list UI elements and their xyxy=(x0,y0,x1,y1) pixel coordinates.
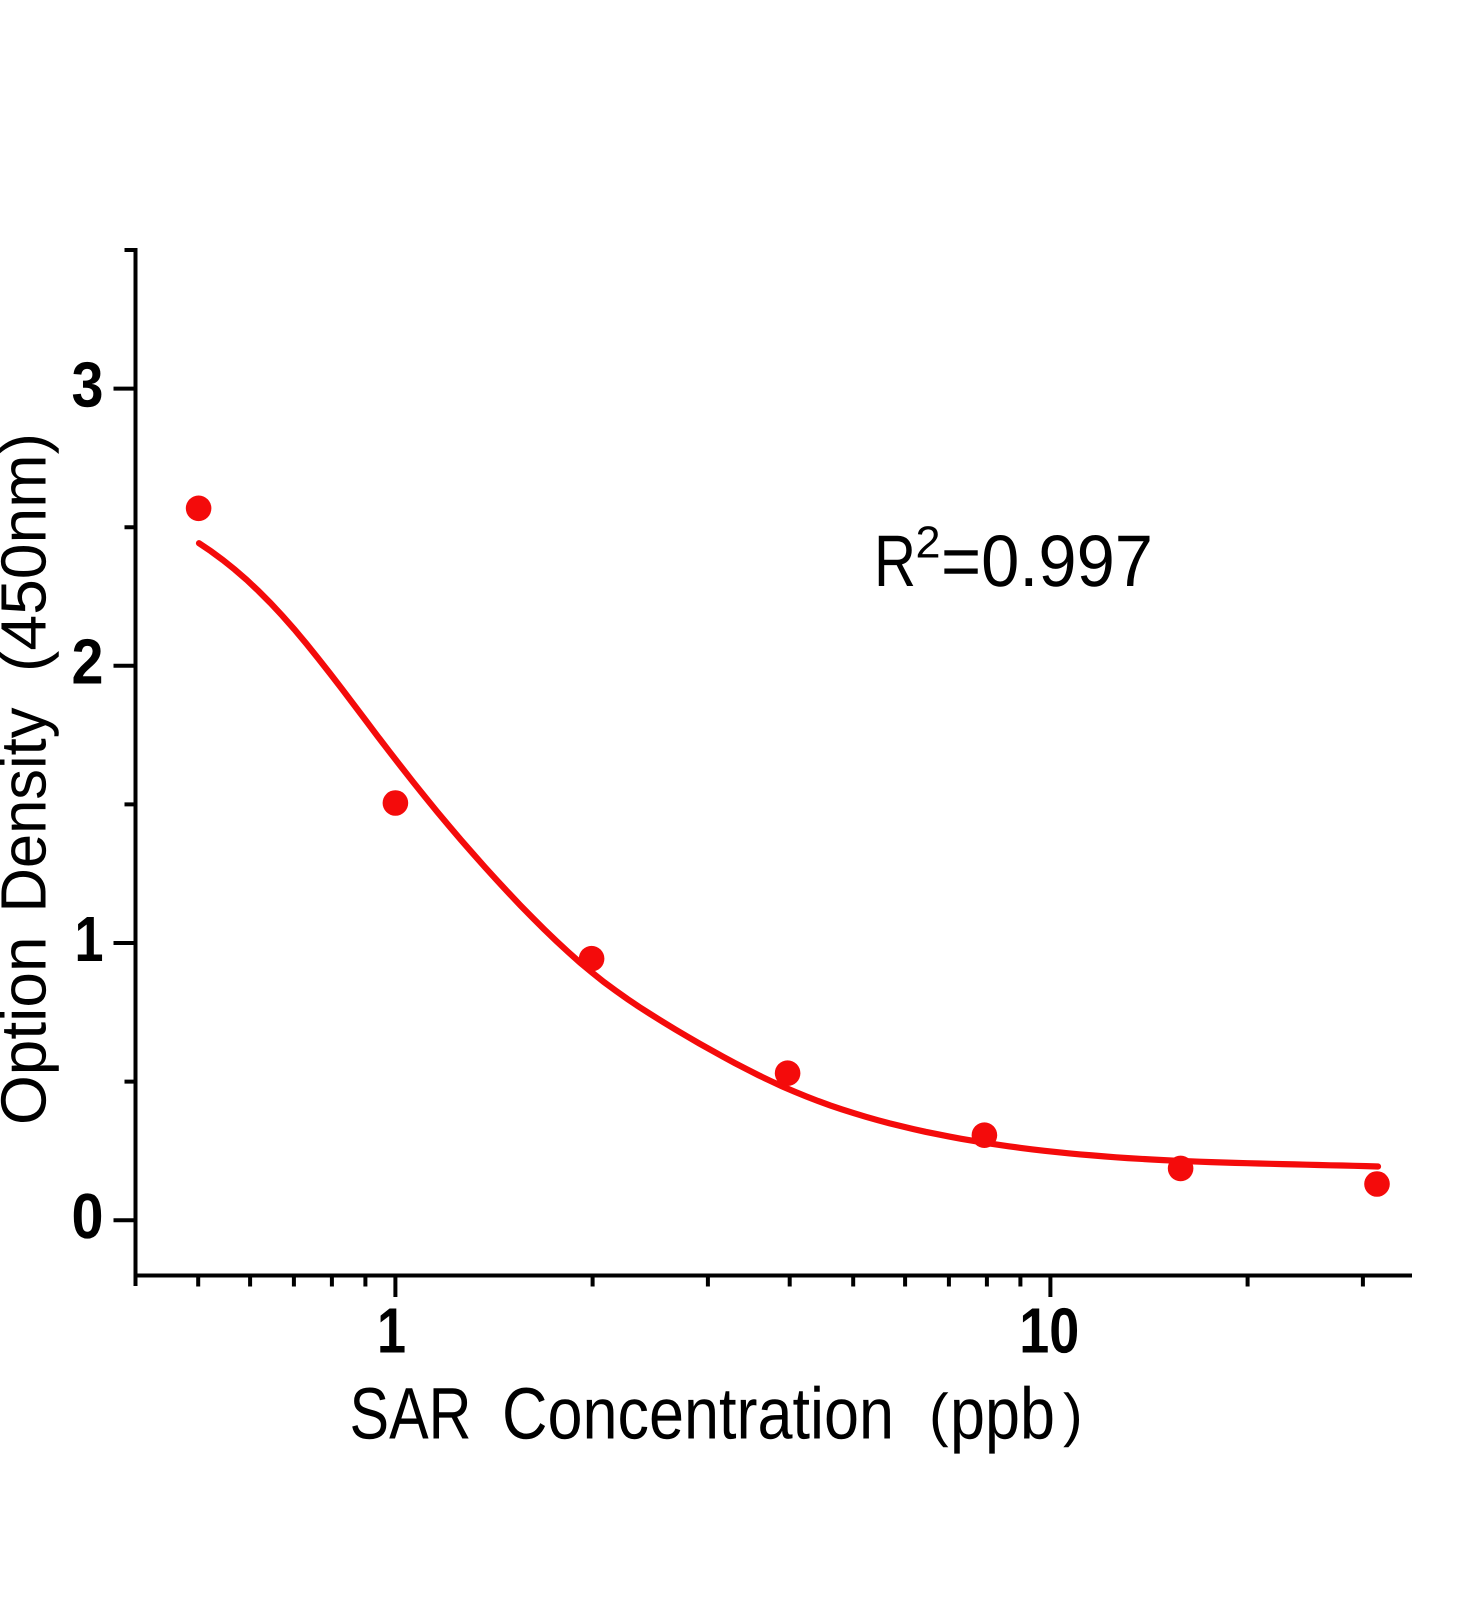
svg-text:Option: Option xyxy=(0,936,60,1125)
svg-text:2: 2 xyxy=(916,517,941,568)
svg-text:SAR: SAR xyxy=(350,1374,472,1455)
svg-text:=0.997: =0.997 xyxy=(941,521,1153,602)
svg-text:Density: Density xyxy=(0,708,60,913)
svg-text:1: 1 xyxy=(75,903,104,975)
svg-text:R: R xyxy=(874,521,916,602)
svg-text:10: 10 xyxy=(1019,1295,1079,1367)
svg-text:Concentration: Concentration xyxy=(502,1374,894,1455)
svg-text:(: ( xyxy=(929,1382,949,1448)
svg-text:(450nm): (450nm) xyxy=(0,433,60,672)
svg-text:3: 3 xyxy=(72,348,104,420)
svg-text:): ) xyxy=(1063,1382,1083,1448)
svg-text:ppb: ppb xyxy=(950,1374,1055,1455)
svg-text:0: 0 xyxy=(72,1180,104,1252)
svg-text:2: 2 xyxy=(72,626,104,698)
svg-text:1: 1 xyxy=(377,1295,406,1367)
